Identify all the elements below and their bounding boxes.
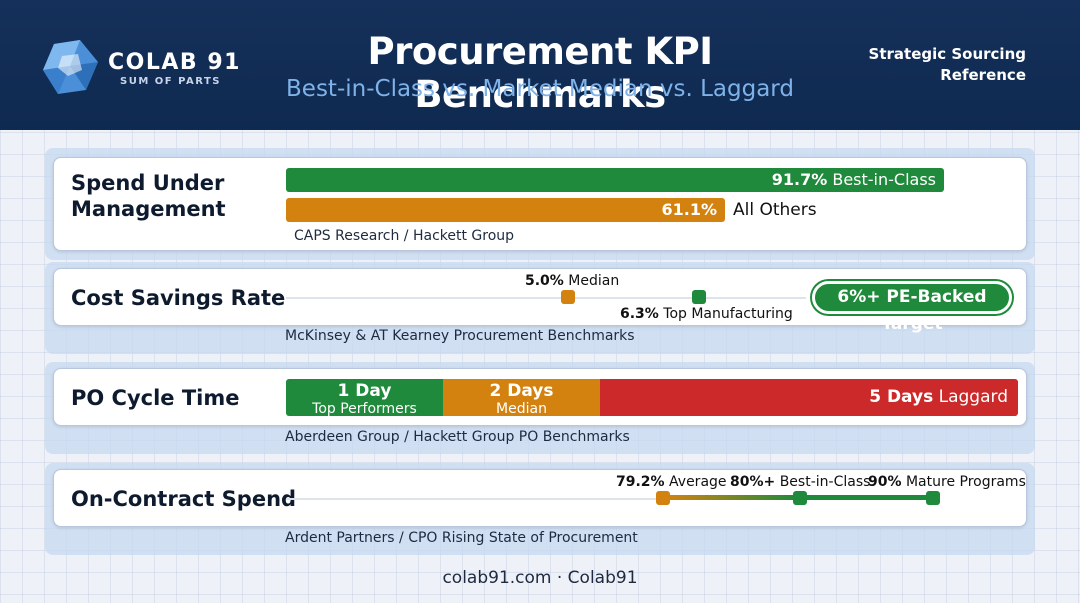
po-cycle-card: PO Cycle Time 1 Day Top Performers 2 Day… (53, 368, 1027, 426)
best-in-class-text: Best-in-Class (832, 170, 936, 189)
mature-programs-label: 90% Mature Programs (868, 474, 1026, 490)
mature-programs-text: Mature Programs (905, 474, 1026, 490)
top-performers-value: 1 Day (337, 381, 392, 401)
median-days-label: Median (496, 401, 547, 416)
top-manufacturing-value: 6.3% (620, 306, 659, 322)
top-manufacturing-text: Top Manufacturing (663, 306, 793, 322)
laggard-label: Laggard (938, 387, 1008, 407)
average-text: Average (669, 474, 727, 490)
footer-credit: colab91.com · Colab91 (442, 568, 638, 588)
median-savings-value: 5.0% (525, 273, 564, 289)
best-in-class-value: 91.7% (771, 170, 828, 189)
all-others-label: All Others (733, 200, 817, 220)
median-savings-marker (561, 290, 575, 304)
po-cycle-source: Aberdeen Group / Hackett Group PO Benchm… (285, 429, 630, 445)
top-manufacturing-label: 6.3% Top Manufacturing (620, 306, 793, 322)
all-others-value: 61.1% (661, 200, 717, 219)
reference-label: Strategic Sourcing Reference (868, 45, 1026, 84)
median-savings-label: 5.0% Median (525, 273, 619, 289)
savings-label: Cost Savings Rate (71, 286, 286, 310)
savings-panel: Cost Savings Rate 5.0% Median 6.3% Top M… (45, 262, 1035, 354)
median-segment: 2 Days Median (443, 379, 600, 416)
pe-target-badge: 6%+ PE-Backed Target (812, 281, 1012, 334)
contract-source: Ardent Partners / CPO Rising State of Pr… (285, 530, 638, 546)
average-to-best-range (666, 495, 796, 500)
average-label: 79.2% Average (616, 474, 727, 490)
median-days-value: 2 Days (489, 381, 554, 401)
savings-source: McKinsey & AT Kearney Procurement Benchm… (285, 328, 635, 344)
contract-panel: On-Contract Spend 79.2% Average 80%+ Bes… (45, 463, 1035, 555)
spend-source: CAPS Research / Hackett Group (294, 228, 515, 244)
contract-best-text: Best-in-Class (779, 474, 871, 490)
mature-programs-value: 90% (868, 474, 902, 490)
best-in-class-bar-label: 91.7% Best-in-Class (286, 170, 936, 189)
page-title: Procurement KPI Benchmarks (367, 30, 713, 116)
savings-axis (286, 297, 806, 299)
mature-programs-marker (926, 491, 940, 505)
colab91-logo-icon (43, 40, 98, 94)
average-value: 79.2% (616, 474, 665, 490)
savings-card: Cost Savings Rate 5.0% Median 6.3% Top M… (53, 268, 1027, 334)
best-in-class-label: 80%+ Best-in-Class (730, 474, 870, 490)
contract-card: On-Contract Spend 79.2% Average 80%+ Bes… (53, 469, 1027, 527)
spend-panel: Spend Under Management 91.7% Best-in-Cla… (45, 148, 1035, 260)
median-savings-text: Median (568, 273, 620, 289)
spend-label: Spend Under Management (71, 171, 226, 221)
po-cycle-label: PO Cycle Time (71, 386, 240, 410)
top-performers-segment: 1 Day Top Performers (286, 379, 443, 416)
best-to-mature-range (796, 495, 932, 500)
top-manufacturing-marker (692, 290, 706, 304)
po-cycle-bar: 1 Day Top Performers 2 Days Median 5 Day… (286, 379, 1018, 416)
all-others-bar (286, 198, 725, 222)
average-marker (656, 491, 670, 505)
best-in-class-marker (793, 491, 807, 505)
header-banner: COLAB 91 SUM OF PARTS Procurement KPI Be… (0, 0, 1080, 130)
contract-axis (286, 498, 666, 500)
page-subtitle: Best-in-Class vs. Market Median vs. Lagg… (286, 76, 794, 102)
laggard-segment: 5 Days Laggard (600, 379, 1018, 416)
spend-card: Spend Under Management 91.7% Best-in-Cla… (53, 157, 1027, 251)
contract-best-value: 80%+ (730, 474, 776, 490)
contract-label: On-Contract Spend (71, 487, 297, 511)
laggard-value: 5 Days (869, 387, 934, 407)
top-performers-label: Top Performers (312, 401, 417, 416)
best-in-class-bar (286, 168, 944, 192)
brand-name: COLAB 91 (108, 50, 241, 75)
po-cycle-panel: PO Cycle Time 1 Day Top Performers 2 Day… (45, 362, 1035, 454)
brand-tagline: SUM OF PARTS (120, 76, 221, 87)
